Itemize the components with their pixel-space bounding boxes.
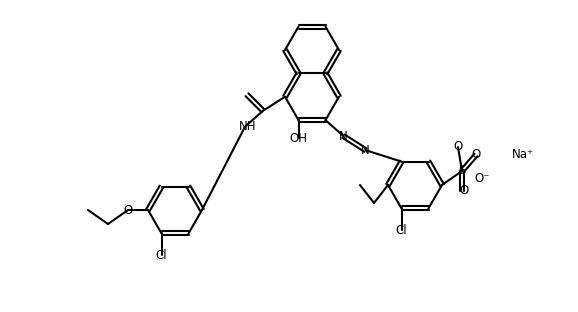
Text: Na⁺: Na⁺: [512, 149, 534, 162]
Text: N: N: [361, 144, 370, 157]
Text: Cl: Cl: [396, 224, 407, 237]
Text: O: O: [453, 140, 462, 154]
Text: O: O: [472, 149, 481, 162]
Text: O: O: [123, 203, 132, 217]
Text: O⁻: O⁻: [475, 173, 490, 186]
Text: N: N: [339, 130, 348, 143]
Text: Cl: Cl: [155, 249, 167, 262]
Text: OH: OH: [290, 132, 307, 145]
Text: S: S: [458, 164, 466, 178]
Text: O: O: [460, 184, 469, 197]
Text: NH: NH: [239, 120, 257, 133]
